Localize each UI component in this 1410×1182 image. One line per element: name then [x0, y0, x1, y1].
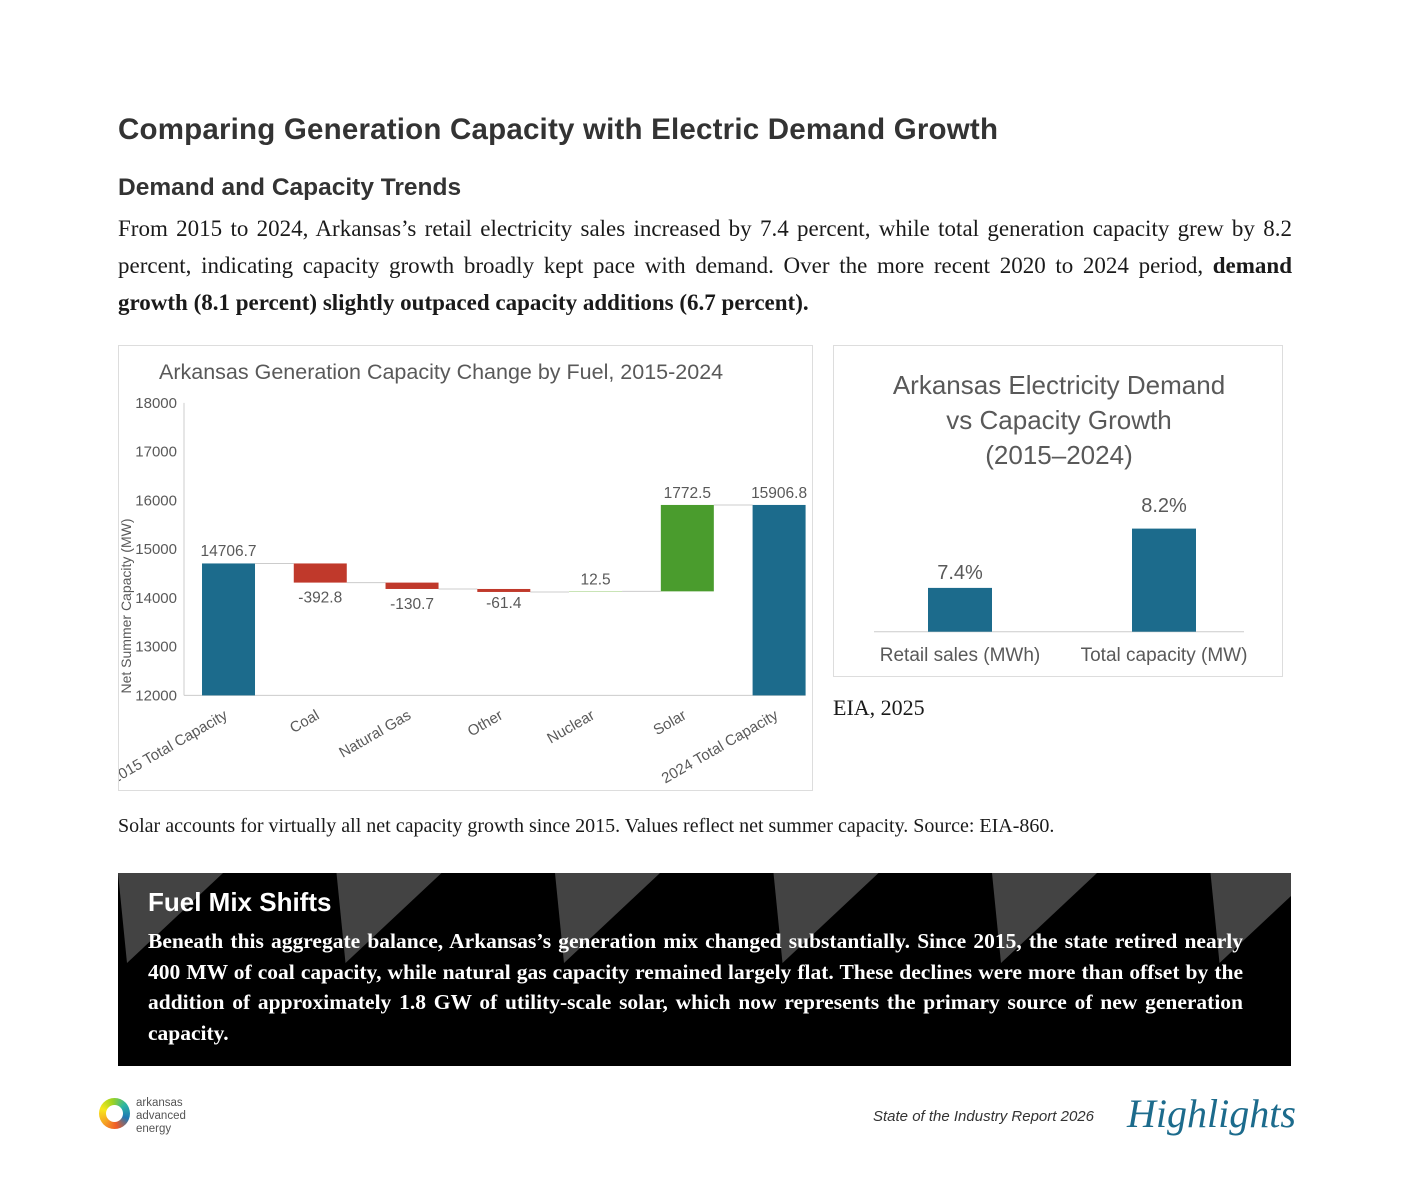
svg-text:Other: Other: [465, 707, 506, 740]
svg-text:15906.8: 15906.8: [751, 485, 807, 502]
svg-text:Coal: Coal: [287, 707, 322, 737]
svg-text:15000: 15000: [135, 541, 177, 558]
svg-text:8.2%: 8.2%: [1141, 495, 1187, 517]
svg-text:17000: 17000: [135, 444, 177, 461]
svg-text:18000: 18000: [135, 395, 177, 412]
svg-text:7.4%: 7.4%: [937, 562, 983, 584]
svg-text:-392.8: -392.8: [298, 590, 342, 607]
svg-text:Retail sales (MWh): Retail sales (MWh): [880, 645, 1040, 666]
svg-text:-61.4: -61.4: [486, 595, 522, 612]
svg-text:16000: 16000: [135, 492, 177, 509]
svg-text:Solar: Solar: [650, 707, 689, 739]
svg-text:Net Summer Capacity (MW): Net Summer Capacity (MW): [119, 518, 134, 693]
svg-text:14706.7: 14706.7: [200, 543, 256, 560]
svg-text:Total capacity (MW): Total capacity (MW): [1081, 645, 1248, 666]
svg-text:1772.5: 1772.5: [664, 485, 711, 502]
svg-text:2015 Total Capacity: 2015 Total Capacity: [119, 706, 231, 787]
svg-text:Nuclear: Nuclear: [544, 707, 597, 748]
svg-text:Natural Gas: Natural Gas: [336, 707, 414, 762]
svg-text:14000: 14000: [135, 590, 177, 607]
svg-text:12000: 12000: [135, 687, 177, 704]
svg-text:13000: 13000: [135, 639, 177, 656]
svg-text:12.5: 12.5: [580, 571, 610, 588]
svg-text:-130.7: -130.7: [390, 596, 434, 613]
